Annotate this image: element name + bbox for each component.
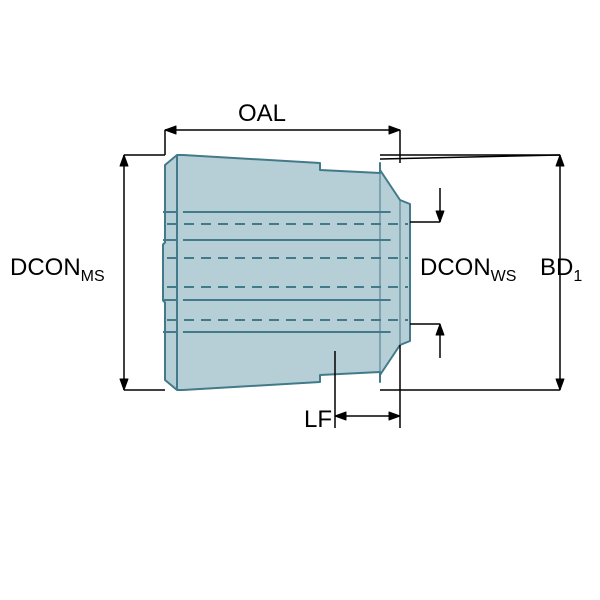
- label-dconws: DCONWS: [420, 254, 516, 286]
- label-dconms: DCONMS: [10, 254, 105, 286]
- label-bd1: BD1: [540, 254, 582, 286]
- diagram-svg: [0, 0, 600, 600]
- label-oal: OAL: [238, 100, 286, 128]
- diagram-stage: OAL LF DCONMS DCONWS BD1: [0, 0, 600, 600]
- label-lf: LF: [304, 406, 332, 434]
